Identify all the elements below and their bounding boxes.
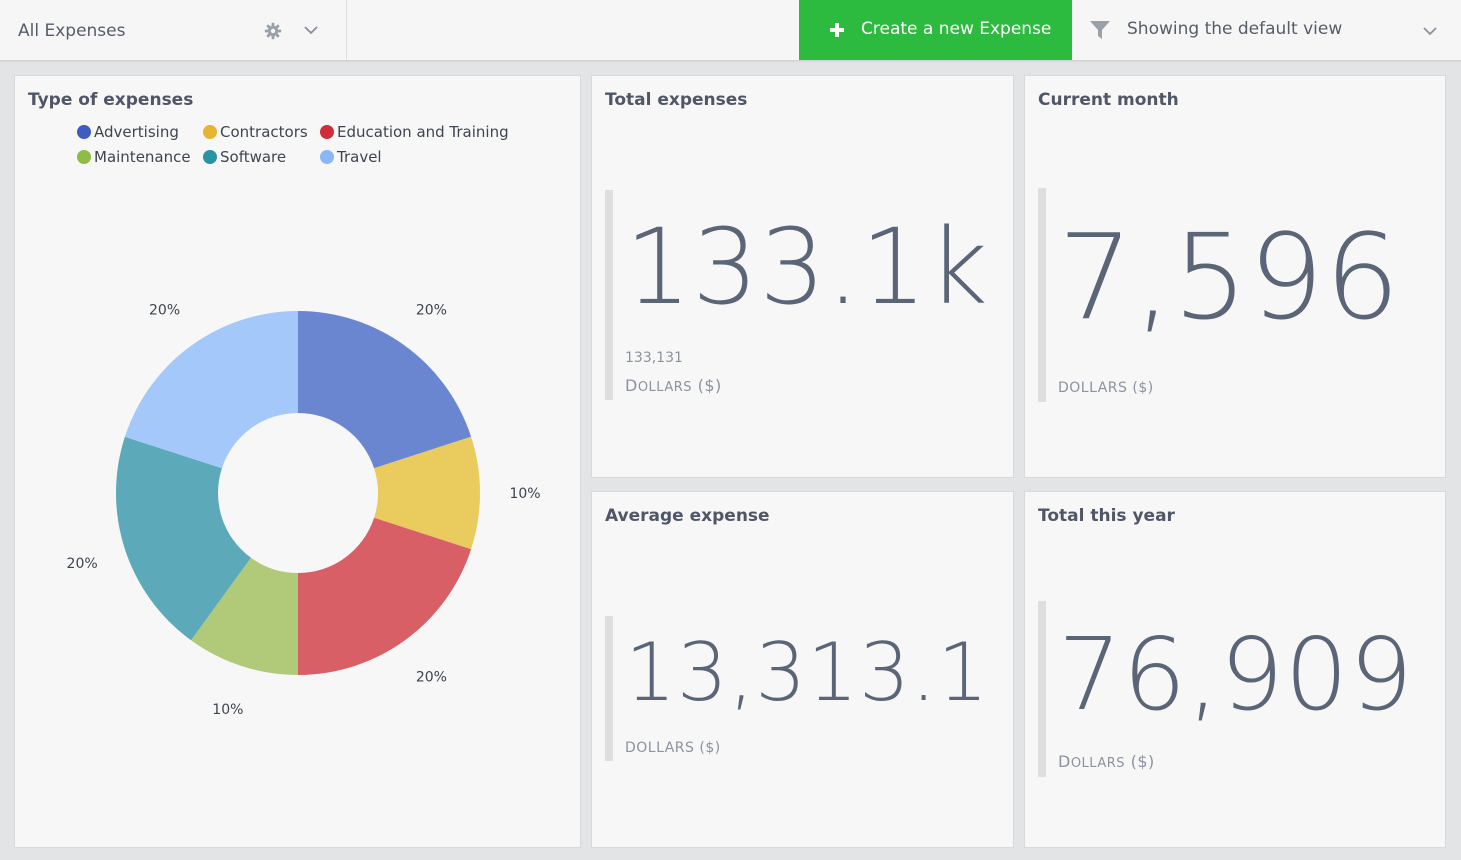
kpi-unit: DOLLARS ($) — [625, 376, 722, 395]
kpi-accent-bar — [605, 190, 613, 400]
legend-label: Software — [220, 148, 287, 166]
donut-slice-education-and-training[interactable] — [298, 517, 472, 675]
legend-swatch — [320, 125, 334, 139]
slice-percent-label: 20% — [149, 302, 180, 318]
kpi-accent-bar — [605, 616, 613, 761]
legend-label: Education and Training — [337, 123, 509, 141]
slice-percent-label: 20% — [416, 670, 447, 686]
legend-item[interactable]: Software — [203, 148, 286, 166]
legend-label: Contractors — [220, 123, 308, 141]
slice-percent-label: 20% — [67, 556, 98, 572]
card-title: Total expenses — [605, 90, 748, 110]
kpi-value: 7,596 — [1058, 208, 1401, 346]
legend-item[interactable]: Education and Training — [320, 123, 509, 141]
kpi-accent-bar — [1038, 188, 1046, 402]
legend-swatch — [77, 125, 91, 139]
create-expense-button[interactable]: Create a new Expense — [799, 0, 1072, 60]
card-title: Type of expenses — [28, 90, 194, 110]
kpi-unit: DOLLARS ($) — [1058, 380, 1154, 396]
kpi-value: 13,313.1 — [625, 626, 990, 719]
slice-percent-label: 10% — [212, 702, 243, 718]
legend-swatch — [320, 150, 334, 164]
slice-percent-label: 10% — [509, 486, 540, 502]
legend-item[interactable]: Advertising — [77, 123, 179, 141]
kpi-accent-bar — [1038, 601, 1046, 777]
donut-slice-contractors[interactable] — [374, 436, 480, 550]
view-filter-label: Showing the default view — [1127, 19, 1343, 39]
donut-chart: 20% 10% 20% 10% 20% 20% — [67, 302, 541, 718]
card-title: Average expense — [605, 506, 770, 526]
current-month-card: Current month 7,596 DOLLARS ($) — [1025, 76, 1445, 477]
total-expenses-card: Total expenses 133.1k 133,131 DOLLARS ($… — [592, 76, 1013, 477]
kpi-raw-value: 133,131 — [625, 350, 683, 366]
legend-swatch — [203, 150, 217, 164]
average-expense-card: Average expense 13,313.1 DOLLARS ($) — [592, 492, 1013, 847]
chevron-down-icon[interactable] — [303, 24, 319, 36]
kpi-value: 76,909 — [1058, 616, 1414, 733]
donut-slice-travel[interactable] — [124, 311, 298, 469]
legend-swatch — [77, 150, 91, 164]
total-this-year-card: Total this year 76,909 DOLLARS ($) — [1025, 492, 1445, 847]
view-selector[interactable]: All Expenses — [0, 0, 347, 60]
create-expense-label: Create a new Expense — [861, 19, 1052, 39]
donut-slice-software[interactable] — [116, 436, 251, 641]
donut-slice-maintenance[interactable] — [191, 557, 298, 675]
legend-label: Advertising — [94, 123, 179, 141]
kpi-unit: DOLLARS ($) — [625, 740, 721, 756]
kpi-unit: DOLLARS ($) — [1058, 752, 1155, 771]
top-toolbar: All Expenses Create a new Expense — [0, 0, 1461, 61]
legend-swatch — [203, 125, 217, 139]
legend-item[interactable]: Contractors — [203, 123, 308, 141]
view-filter-dropdown[interactable]: Showing the default view — [1072, 0, 1461, 60]
filter-icon — [1090, 21, 1110, 39]
type-of-expenses-card: Type of expenses Advertising Contractors E… — [15, 76, 580, 847]
kpi-value: 133.1k — [625, 206, 989, 328]
chevron-down-icon[interactable] — [1422, 25, 1438, 37]
legend-label: Maintenance — [94, 148, 191, 166]
card-title: Current month — [1038, 90, 1179, 110]
legend-item[interactable]: Maintenance — [77, 148, 191, 166]
view-selector-label: All Expenses — [18, 21, 126, 41]
card-title: Total this year — [1038, 506, 1175, 526]
donut-slice-advertising[interactable] — [298, 311, 472, 469]
legend-label: Travel — [337, 148, 382, 166]
gear-icon[interactable] — [264, 22, 282, 40]
plus-icon — [830, 23, 844, 37]
legend-item[interactable]: Travel — [320, 148, 382, 166]
slice-percent-label: 20% — [416, 302, 447, 318]
